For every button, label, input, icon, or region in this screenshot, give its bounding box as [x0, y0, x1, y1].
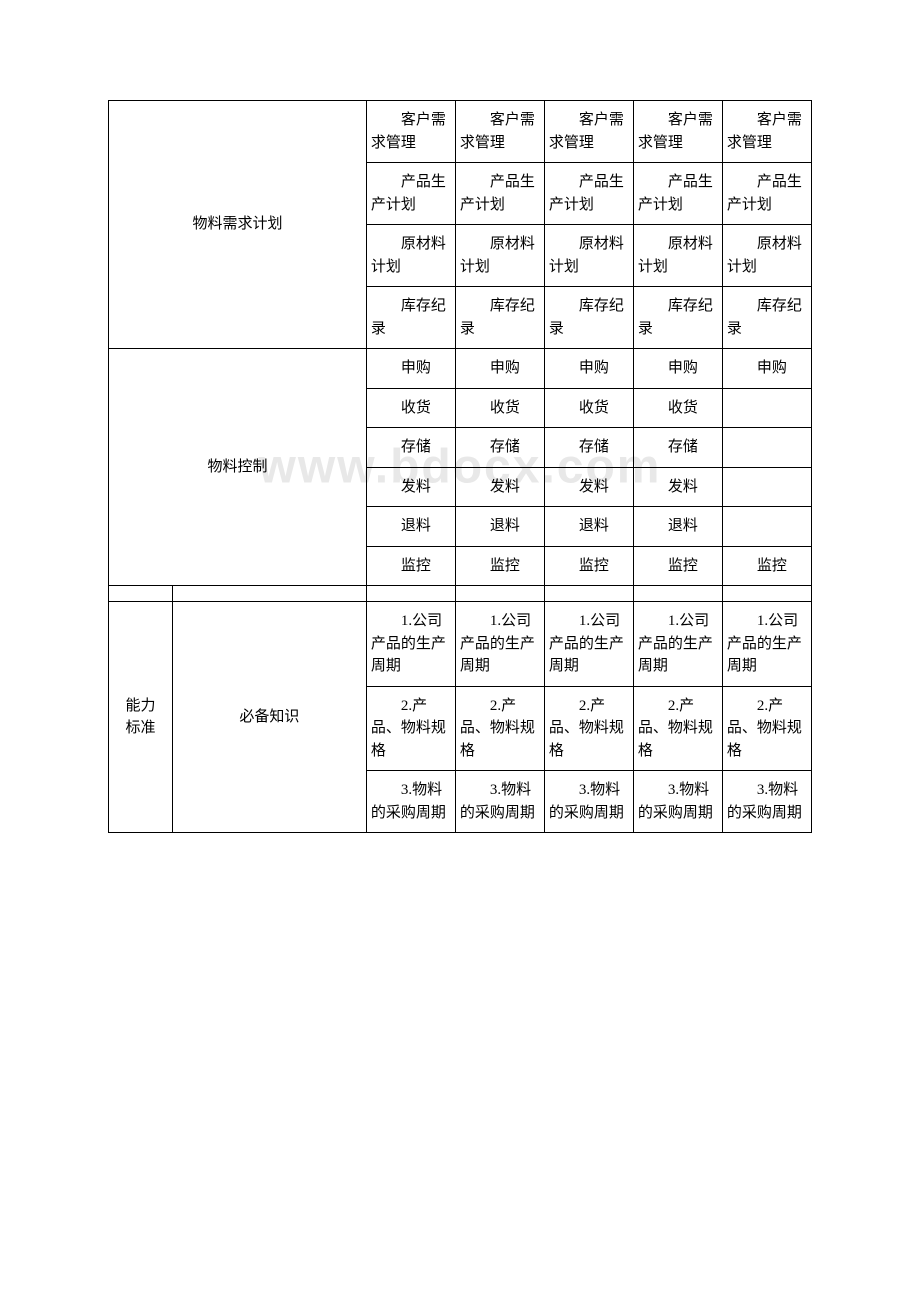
spacer	[172, 586, 366, 602]
table-cell: 收货	[544, 388, 633, 428]
table-cell: 存储	[544, 428, 633, 468]
spacer	[633, 586, 722, 602]
section2-label: 物料控制	[109, 349, 367, 586]
main-table: 物料需求计划 客户需求管理 客户需求管理 客户需求管理 客户需求管理 客户需求管…	[108, 100, 812, 833]
table-cell: 退料	[544, 507, 633, 547]
table-cell: 存储	[633, 428, 722, 468]
table-cell: 3.物料的采购周期	[633, 771, 722, 833]
table-cell: 申购	[366, 349, 455, 389]
table-cell: 申购	[633, 349, 722, 389]
table-cell	[722, 467, 811, 507]
table-cell: 1.公司产品的生产周期	[633, 602, 722, 687]
table-cell: 原材料计划	[633, 225, 722, 287]
table-cell: 监控	[633, 546, 722, 586]
table-cell	[722, 507, 811, 547]
section3-label1: 能力标准	[109, 602, 173, 833]
table-cell: 客户需求管理	[366, 101, 455, 163]
table-cell: 监控	[366, 546, 455, 586]
table-cell: 存储	[455, 428, 544, 468]
table-cell: 产品生产计划	[455, 163, 544, 225]
section3-label2: 必备知识	[172, 602, 366, 833]
table-cell: 收货	[633, 388, 722, 428]
table-cell: 产品生产计划	[366, 163, 455, 225]
table-cell	[722, 428, 811, 468]
spacer	[722, 586, 811, 602]
table-cell: 客户需求管理	[455, 101, 544, 163]
table-cell: 1.公司产品的生产周期	[366, 602, 455, 687]
table-cell: 监控	[722, 546, 811, 586]
spacer	[366, 586, 455, 602]
table-cell: 2.产品、物料规格	[544, 686, 633, 771]
table-cell: 1.公司产品的生产周期	[544, 602, 633, 687]
table-cell	[722, 388, 811, 428]
table-cell: 发料	[633, 467, 722, 507]
table-cell: 产品生产计划	[722, 163, 811, 225]
table-cell: 2.产品、物料规格	[366, 686, 455, 771]
table-cell: 收货	[455, 388, 544, 428]
table-cell: 发料	[544, 467, 633, 507]
table-cell: 原材料计划	[544, 225, 633, 287]
table-cell: 库存纪录	[455, 287, 544, 349]
table-cell: 原材料计划	[722, 225, 811, 287]
table-cell: 原材料计划	[366, 225, 455, 287]
table-cell: 发料	[455, 467, 544, 507]
table-cell: 库存纪录	[722, 287, 811, 349]
table-cell: 2.产品、物料规格	[633, 686, 722, 771]
table-cell: 2.产品、物料规格	[722, 686, 811, 771]
table-cell: 客户需求管理	[544, 101, 633, 163]
section1-label: 物料需求计划	[109, 101, 367, 349]
spacer	[455, 586, 544, 602]
table-cell: 监控	[455, 546, 544, 586]
table-cell: 3.物料的采购周期	[455, 771, 544, 833]
table-cell: 监控	[544, 546, 633, 586]
table-cell: 申购	[722, 349, 811, 389]
table-cell: 原材料计划	[455, 225, 544, 287]
table-cell: 收货	[366, 388, 455, 428]
table-cell: 发料	[366, 467, 455, 507]
table-cell: 客户需求管理	[633, 101, 722, 163]
table-cell: 1.公司产品的生产周期	[455, 602, 544, 687]
table-cell: 3.物料的采购周期	[722, 771, 811, 833]
spacer	[109, 586, 173, 602]
table-cell: 库存纪录	[544, 287, 633, 349]
table-cell: 2.产品、物料规格	[455, 686, 544, 771]
table-cell: 产品生产计划	[544, 163, 633, 225]
table-cell: 退料	[455, 507, 544, 547]
table-cell: 1.公司产品的生产周期	[722, 602, 811, 687]
table-cell: 申购	[544, 349, 633, 389]
table-cell: 退料	[633, 507, 722, 547]
table-cell: 产品生产计划	[633, 163, 722, 225]
table-cell: 库存纪录	[366, 287, 455, 349]
table-cell: 存储	[366, 428, 455, 468]
table-cell: 3.物料的采购周期	[366, 771, 455, 833]
table-cell: 客户需求管理	[722, 101, 811, 163]
table-cell: 申购	[455, 349, 544, 389]
table-cell: 3.物料的采购周期	[544, 771, 633, 833]
table-cell: 退料	[366, 507, 455, 547]
table-cell: 库存纪录	[633, 287, 722, 349]
spacer	[544, 586, 633, 602]
